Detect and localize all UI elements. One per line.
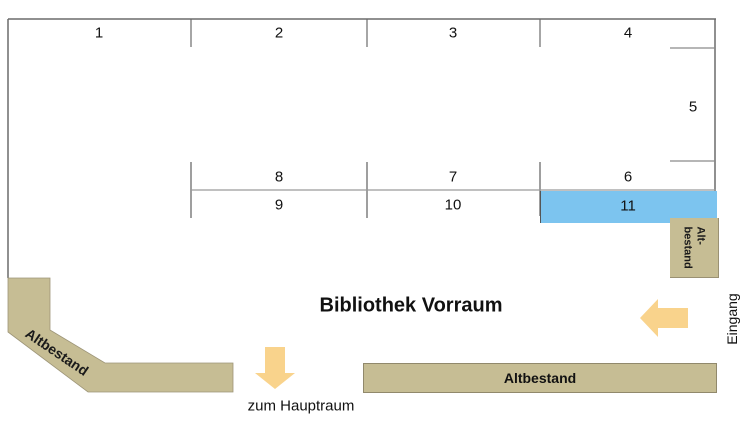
shelf-section-8[interactable]: 8: [274, 168, 284, 186]
entrance-label: Eingang: [724, 293, 740, 345]
shelf-section-5[interactable]: 5: [688, 98, 698, 116]
shelf-section-4[interactable]: 4: [623, 24, 633, 42]
entrance-arrow-icon: [640, 299, 688, 337]
bottom-storage-area: Altbestand: [363, 363, 717, 393]
shelf-section-10[interactable]: 10: [444, 196, 462, 214]
corner-storage-area: Alt- bestand: [670, 218, 719, 278]
shelf-section-1[interactable]: 1: [94, 24, 104, 42]
shelf-section-11[interactable]: 11: [620, 197, 636, 215]
shelf-section-3[interactable]: 3: [448, 24, 458, 42]
shelf-section-6[interactable]: 6: [623, 168, 633, 186]
to-main-room-arrow-icon: [255, 347, 295, 389]
to-main-room-label: zum Hauptraum: [247, 397, 355, 415]
shelf-section-7[interactable]: 7: [448, 168, 458, 186]
shelf-11-highlight[interactable]: [540, 191, 717, 223]
page-title: Bibliothek Vorraum: [319, 294, 503, 317]
bottom-storage-label: Altbestand: [503, 370, 577, 386]
left-storage-area: [7, 277, 234, 393]
shelf-section-9[interactable]: 9: [274, 196, 284, 214]
shelf-section-2[interactable]: 2: [274, 24, 284, 42]
corner-storage-label: Alt- bestand: [682, 226, 707, 269]
